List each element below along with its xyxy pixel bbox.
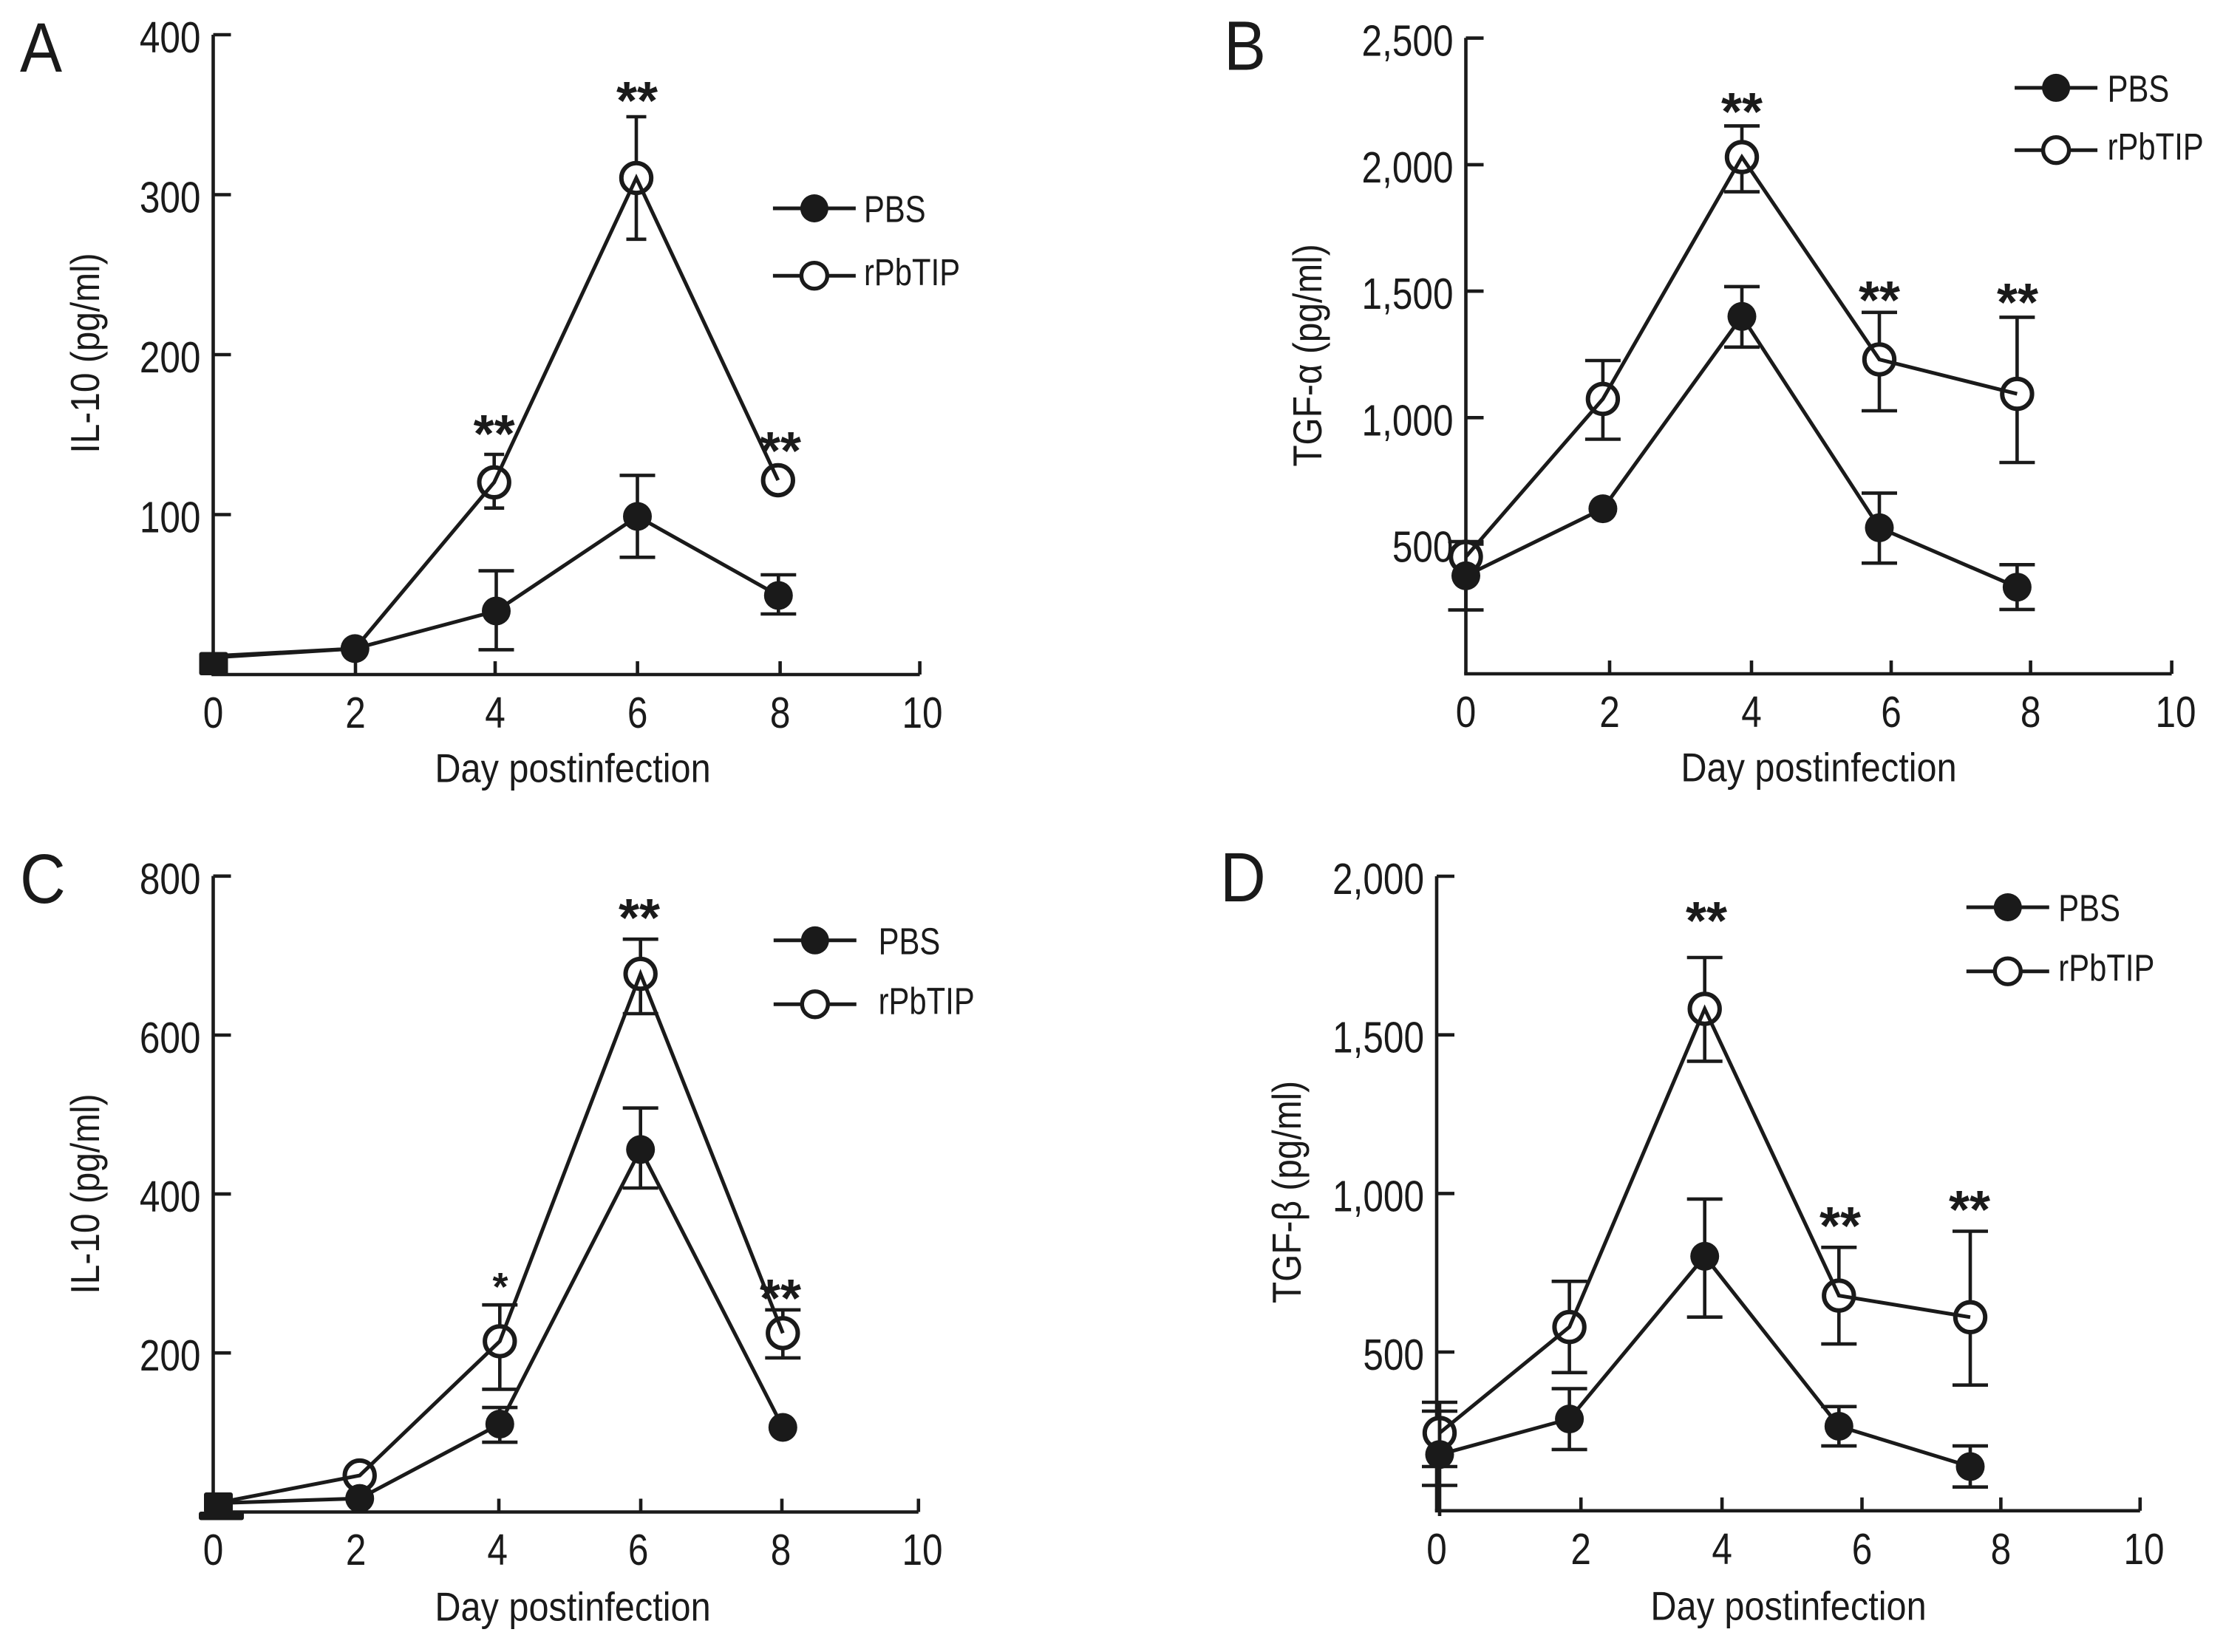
svg-text:B: B	[1224, 7, 1266, 85]
svg-text:200: 200	[140, 333, 201, 382]
svg-text:rPbTIP: rPbTIP	[2108, 126, 2204, 168]
svg-text:**: **	[616, 72, 658, 131]
svg-text:4: 4	[487, 1526, 508, 1574]
svg-text:2: 2	[346, 1526, 367, 1574]
svg-text:C: C	[20, 840, 66, 918]
svg-text:D: D	[1220, 839, 1266, 917]
svg-text:2,000: 2,000	[1332, 855, 1424, 904]
svg-text:4: 4	[1712, 1525, 1732, 1574]
svg-text:10: 10	[2155, 688, 2196, 737]
svg-text:**: **	[760, 422, 801, 481]
svg-text:1,000: 1,000	[1332, 1172, 1424, 1221]
svg-text:**: **	[474, 405, 515, 464]
svg-text:2: 2	[1570, 1525, 1591, 1574]
svg-text:6: 6	[1852, 1525, 1873, 1574]
svg-text:2: 2	[345, 689, 366, 737]
svg-text:0: 0	[203, 689, 224, 737]
svg-text:2: 2	[1599, 688, 1620, 737]
svg-text:2,500: 2,500	[1362, 17, 1454, 66]
svg-text:**: **	[1949, 1181, 1990, 1240]
svg-text:10: 10	[2123, 1525, 2164, 1574]
svg-text:**: **	[1859, 271, 1900, 330]
svg-text:1,500: 1,500	[1362, 270, 1454, 318]
svg-text:400: 400	[140, 1173, 201, 1221]
svg-text:6: 6	[1881, 688, 1902, 737]
svg-text:100: 100	[140, 493, 201, 542]
svg-text:A: A	[20, 9, 63, 87]
svg-text:6: 6	[627, 689, 648, 737]
svg-text:**: **	[1997, 273, 2038, 332]
svg-text:rPbTIP: rPbTIP	[864, 251, 960, 293]
svg-text:8: 8	[770, 689, 791, 737]
svg-text:PBS: PBS	[2058, 887, 2120, 929]
svg-text:200: 200	[140, 1331, 201, 1380]
svg-text:300: 300	[140, 173, 201, 222]
svg-text:0: 0	[1456, 688, 1477, 737]
svg-text:400: 400	[140, 13, 201, 62]
svg-text:Day postinfection: Day postinfection	[1681, 745, 1956, 791]
svg-text:rPbTIP: rPbTIP	[2058, 947, 2154, 989]
svg-text:TGF-β (pg/ml): TGF-β (pg/ml)	[1264, 1081, 1310, 1303]
svg-text:IL-10 (pg/ml): IL-10 (pg/ml)	[62, 253, 108, 453]
svg-text:*: *	[492, 1265, 508, 1309]
svg-text:Day postinfection: Day postinfection	[435, 1585, 710, 1630]
svg-text:PBS: PBS	[2108, 67, 2170, 109]
svg-text:8: 8	[2021, 688, 2041, 737]
svg-text:**: **	[1721, 83, 1763, 142]
svg-text:IL-10 (pg/ml): IL-10 (pg/ml)	[62, 1093, 108, 1294]
svg-text:8: 8	[771, 1526, 792, 1574]
svg-text:**: **	[760, 1269, 801, 1328]
svg-text:rPbTIP: rPbTIP	[879, 980, 975, 1022]
svg-text:8: 8	[1991, 1525, 2012, 1574]
svg-text:10: 10	[902, 689, 942, 737]
svg-text:800: 800	[140, 855, 201, 904]
svg-text:600: 600	[140, 1014, 201, 1062]
svg-text:4: 4	[1741, 688, 1762, 737]
svg-text:4: 4	[485, 689, 505, 737]
svg-text:**: **	[1686, 892, 1727, 951]
svg-text:500: 500	[1392, 522, 1454, 571]
svg-text:TGF-α (pg/ml): TGF-α (pg/ml)	[1284, 244, 1330, 466]
svg-text:1,500: 1,500	[1332, 1014, 1424, 1062]
svg-text:Day postinfection: Day postinfection	[1650, 1584, 1926, 1629]
svg-text:10: 10	[902, 1526, 942, 1574]
svg-text:1,000: 1,000	[1362, 396, 1454, 445]
svg-text:0: 0	[1426, 1525, 1447, 1574]
svg-text:**: **	[619, 889, 660, 948]
svg-text:PBS: PBS	[879, 920, 941, 962]
svg-text:6: 6	[628, 1526, 649, 1574]
svg-text:500: 500	[1363, 1331, 1424, 1379]
svg-text:Day postinfection: Day postinfection	[435, 746, 710, 791]
svg-text:PBS: PBS	[864, 188, 926, 231]
svg-text:**: **	[1819, 1197, 1861, 1256]
svg-text:0: 0	[203, 1526, 224, 1574]
svg-text:2,000: 2,000	[1362, 143, 1454, 192]
